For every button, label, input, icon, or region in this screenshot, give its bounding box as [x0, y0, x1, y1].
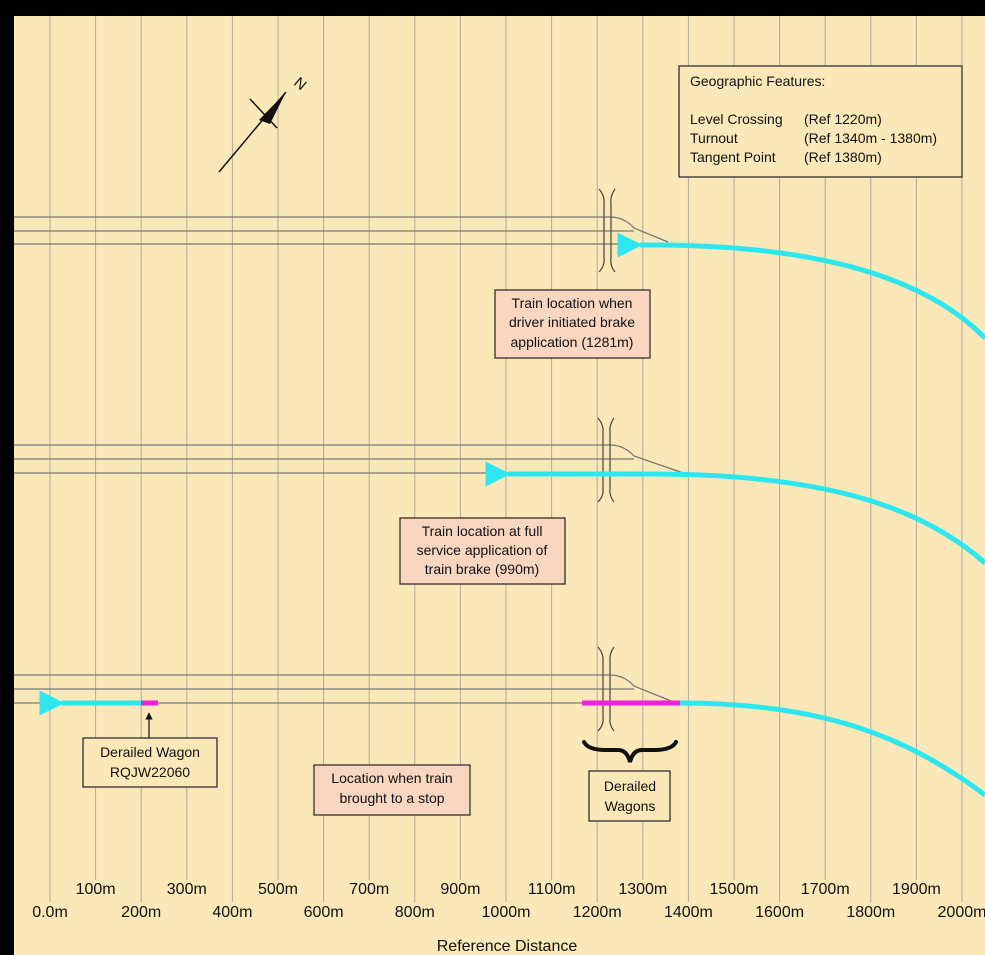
level-crossing-marker [597, 417, 615, 503]
legend-turnout-name: Turnout [690, 130, 738, 146]
tick-label-major: 200m [121, 904, 161, 921]
note-brake-initiated-line-2: driver initiated brake [509, 314, 635, 330]
tick-label-major: 1600m [755, 904, 804, 921]
tick-label-major: 0.0m [32, 904, 68, 921]
note-derailed-wagon-line-1: Derailed Wagon [100, 744, 200, 760]
note-derailed-wagons-line-2: Wagons [605, 798, 656, 814]
note-full-service: Train location at full service applicati… [399, 517, 566, 585]
tick-label-major: 2000m [938, 904, 985, 921]
tick-label-major: 1000m [482, 904, 531, 921]
note-stop-location-line-2: brought to a stop [339, 790, 444, 806]
note-brake-initiated-line-1: Train location when [512, 295, 633, 311]
axis-tick-labels: 0.0m 200m 400m 600m 800m 1000m 1200m 1400m 1600m… [32, 881, 985, 921]
note-full-service-line-3: train brake (990m) [425, 561, 539, 577]
tick-label-major: 400m [212, 904, 252, 921]
track-panel-stop: Derailed Wagon RQJW22060 Location when t… [14, 646, 985, 822]
train-path-brake-initiated [617, 232, 985, 340]
tick-label-minor: 100m [76, 881, 116, 898]
note-stop-location-line-1: Location when train [331, 770, 452, 786]
tick-label-minor: 900m [440, 881, 480, 898]
rail-tracks [14, 216, 669, 245]
tick-label-major: 800m [395, 904, 435, 921]
tick-label-minor: 1300m [618, 881, 667, 898]
level-crossing-marker [597, 646, 615, 732]
track-panel-full-service: Train location at full service applicati… [14, 417, 985, 585]
tick-label-minor: 700m [349, 881, 389, 898]
note-derailed-wagon-line-2: RQJW22060 [110, 764, 190, 780]
level-crossing-marker [598, 188, 616, 273]
legend-tangent-point-ref: (Ref 1380m) [804, 149, 882, 165]
tick-label-major: 1200m [573, 904, 622, 921]
note-full-service-line-2: service application of [417, 542, 548, 558]
tick-label-minor: 1500m [710, 881, 759, 898]
track-panel-brake-initiated: Train location when driver initiated bra… [14, 188, 985, 359]
tick-label-major: 600m [304, 904, 344, 921]
tick-label-major: 1400m [664, 904, 713, 921]
legend-title: Geographic Features: [690, 73, 825, 89]
legend-level-crossing-ref: (Ref 1220m) [804, 111, 882, 127]
tick-label-major: 1800m [846, 904, 895, 921]
note-derailed-wagons: Derailed Wagons [588, 770, 671, 822]
train-path-remaining [679, 700, 985, 798]
geographic-features-legend: Geographic Features: Level Crossing (Ref… [678, 65, 963, 178]
note-full-service-line-1: Train location at full [422, 523, 543, 539]
note-derailed-wagon: Derailed Wagon RQJW22060 [82, 737, 218, 788]
tick-label-minor: 300m [167, 881, 207, 898]
note-derailed-wagons-line-1: Derailed [604, 778, 656, 794]
tick-label-minor: 1700m [801, 881, 850, 898]
legend-level-crossing-name: Level Crossing [690, 111, 783, 127]
tick-label-minor: 500m [258, 881, 298, 898]
axis-title: Reference Distance [437, 938, 578, 955]
tick-label-minor: 1900m [892, 881, 941, 898]
note-brake-initiated: Train location when driver initiated bra… [494, 289, 651, 359]
derailed-wagons-brace [582, 740, 678, 763]
legend-turnout-ref: (Ref 1340m - 1380m) [804, 130, 937, 146]
train-path-full-service [485, 461, 985, 565]
note-brake-initiated-line-3: application (1281m) [511, 334, 634, 350]
note-stop-location: Location when train brought to a stop [313, 764, 471, 816]
tick-label-minor: 1100m [528, 881, 576, 898]
legend-tangent-point-name: Tangent Point [690, 149, 776, 165]
